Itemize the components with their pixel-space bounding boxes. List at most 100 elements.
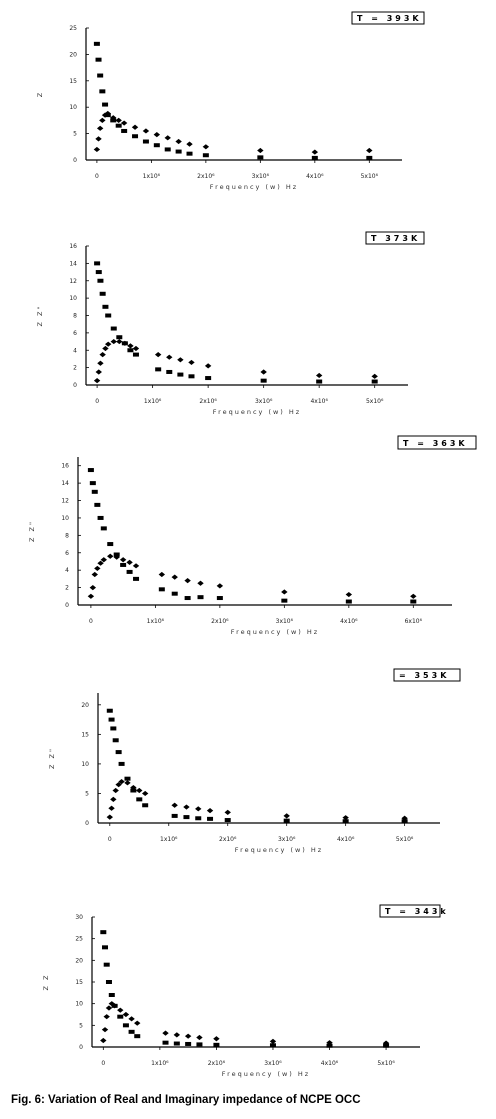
data-point-square [94, 502, 101, 507]
data-point-square [105, 313, 112, 318]
data-point-diamond [257, 147, 264, 154]
x-tick-label: 4x10⁶ [321, 1060, 339, 1067]
data-point-diamond [281, 589, 288, 595]
data-point-diamond [195, 806, 202, 812]
data-point-diamond [132, 563, 140, 569]
data-point-diamond [93, 146, 101, 153]
data-point-diamond [119, 557, 127, 563]
y-tick-label: 5 [85, 790, 89, 797]
data-point-square [195, 816, 202, 821]
series-2 [100, 1001, 390, 1046]
data-point-diamond [204, 363, 212, 369]
data-point-diamond [120, 120, 128, 126]
x-tick-label: 5x10⁶ [366, 398, 384, 405]
temperature-label: T = 363K [403, 439, 468, 448]
data-point-square [121, 128, 128, 133]
data-point-diamond [401, 815, 408, 821]
x-tick-label: 5x10⁶ [377, 1060, 395, 1067]
chart-panel-1: 0 5 10 15 20 25 0 1x10⁶ 2x10⁶ 3x10⁶ 4x10⁶ 5x10⁶ Freq… [36, 11, 425, 191]
temperature-label-box: T 373K [365, 231, 425, 245]
x-tick-label: 0 [101, 1060, 105, 1067]
data-point-diamond [311, 149, 319, 155]
data-point-square [115, 750, 122, 755]
data-point-diamond [113, 554, 120, 560]
data-point-square [110, 326, 117, 331]
data-point-diamond [97, 360, 104, 366]
x-tick-label: 3x10⁶ [278, 836, 296, 843]
data-point-diamond [184, 1033, 192, 1039]
data-point-square [184, 596, 191, 601]
data-point-square [158, 587, 165, 592]
data-point-square [257, 155, 264, 160]
data-point-square [99, 89, 106, 94]
data-point-diamond [382, 1040, 390, 1046]
series-1 [87, 468, 417, 604]
data-point-diamond [410, 593, 417, 599]
x-tick-label: 1x10⁶ [151, 1060, 169, 1067]
temperature-label-frame [379, 904, 441, 918]
series-2 [87, 553, 417, 599]
data-point-diamond [127, 343, 134, 349]
data-point-diamond [100, 557, 107, 563]
data-point-square [216, 596, 223, 601]
data-point-square [136, 797, 143, 802]
data-point-square [108, 717, 115, 722]
data-point-diamond [101, 1027, 109, 1033]
data-point-diamond [94, 565, 101, 572]
data-point-diamond [315, 372, 323, 379]
data-point-diamond [104, 110, 111, 117]
data-point-square [126, 569, 133, 574]
data-point-diamond [105, 1005, 113, 1011]
data-point-square [94, 261, 101, 266]
data-point-diamond [100, 1037, 107, 1044]
y-tick-label: 0 [85, 820, 89, 827]
data-point-square [95, 57, 102, 62]
data-point-square [196, 1042, 203, 1047]
chart-panel-3: 0 2 4 6 8 10 12 14 16 0 1x10⁶ 2x10⁶ 3x10⁶ 4x10⁶ 6x10⁶ F… [28, 435, 477, 636]
figure-caption: Fig. 6: Variation of Real and Imaginary … [11, 1094, 361, 1106]
series-1 [93, 41, 373, 160]
data-point-diamond [132, 345, 140, 352]
data-point-diamond [121, 340, 129, 346]
y-tick-label: 8 [73, 313, 77, 320]
x-tick-label: 4x10⁶ [340, 618, 358, 625]
data-point-square [311, 155, 318, 160]
data-point-diamond [115, 781, 122, 788]
data-point-diamond [110, 796, 117, 802]
data-point-diamond [173, 1032, 181, 1038]
x-tick-label: 5x10⁶ [361, 173, 379, 180]
data-point-diamond [118, 779, 125, 785]
y-tick-label: 12 [69, 278, 77, 285]
data-point-square [260, 378, 267, 383]
y-axis-label: Z Z [42, 974, 50, 991]
data-point-diamond [95, 136, 102, 142]
data-point-square [183, 815, 190, 820]
y-tick-label: 0 [73, 157, 77, 164]
data-point-diamond [115, 117, 122, 123]
series-1 [94, 261, 378, 384]
data-point-diamond [99, 117, 106, 123]
data-point-square [87, 468, 94, 473]
data-point-diamond [345, 591, 353, 598]
data-point-diamond [142, 128, 150, 134]
data-point-diamond [112, 787, 119, 794]
data-point-square [102, 102, 109, 107]
data-point-square [269, 1043, 276, 1048]
x-tick-label: 2x10⁶ [197, 173, 215, 180]
x-tick-label: 2x10⁶ [219, 836, 237, 843]
data-point-square [105, 980, 112, 984]
x-tick-label: 0 [89, 618, 93, 625]
data-point-square [100, 930, 107, 935]
x-tick-label: 0 [95, 398, 99, 405]
temperature-label: = 353K [399, 671, 449, 680]
data-point-diamond [91, 571, 98, 578]
x-tick-label: 3x10⁶ [255, 398, 273, 405]
data-point-diamond [154, 351, 162, 358]
data-point-square [213, 1042, 220, 1047]
series-2 [93, 338, 378, 384]
data-point-diamond [103, 1014, 110, 1020]
data-point-square [166, 369, 173, 374]
y-tick-label: 0 [79, 1044, 83, 1051]
data-point-diamond [111, 1003, 118, 1009]
data-point-diamond [108, 805, 115, 811]
